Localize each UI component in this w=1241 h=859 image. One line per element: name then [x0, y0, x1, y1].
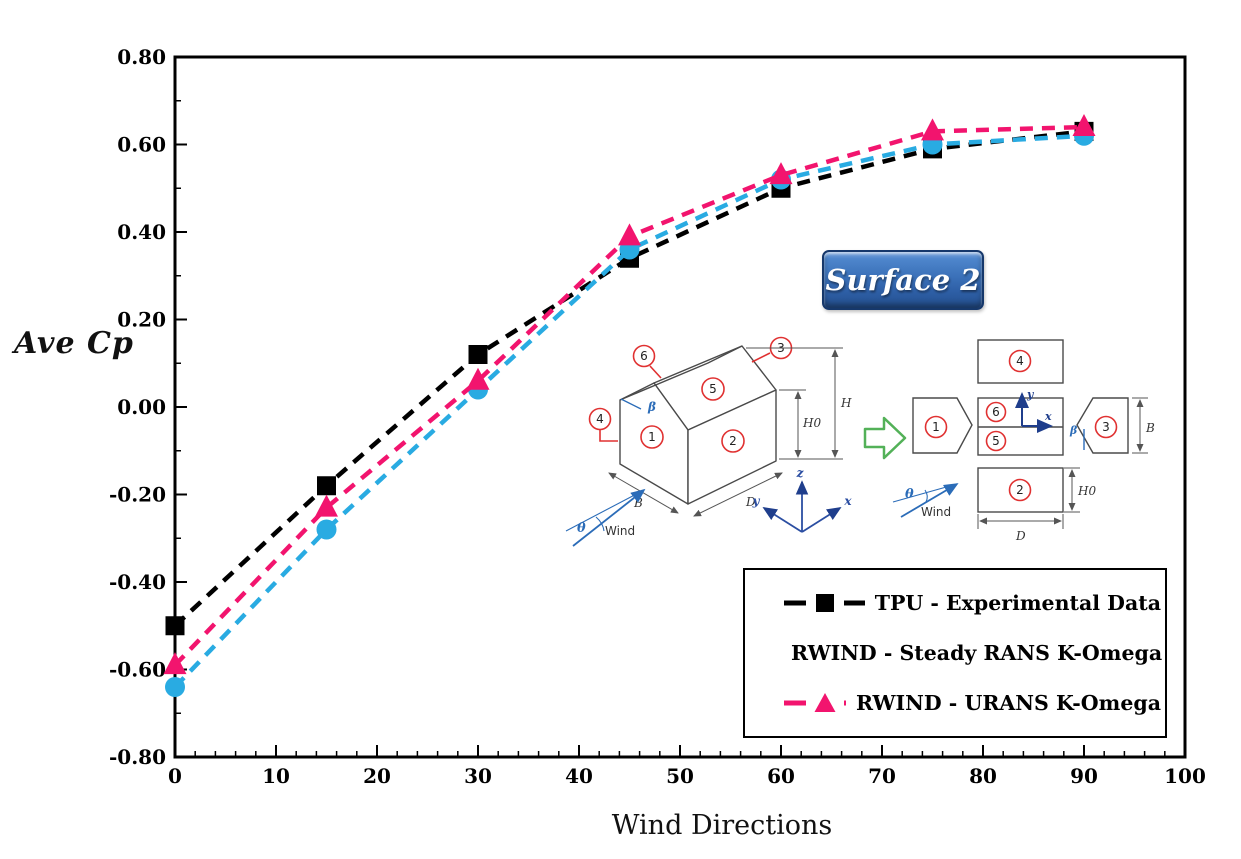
- y-tick-label: -0.40: [109, 570, 166, 594]
- data-point-square: [317, 476, 336, 496]
- y-axis-label-unfolded: y: [1026, 388, 1035, 401]
- x-tick-label: 30: [464, 764, 492, 788]
- legend-item-urans: RWIND - URANS K-Omega: [781, 690, 1161, 716]
- legend-item-tpu: TPU - Experimental Data: [781, 590, 1161, 616]
- data-point-triangle: [921, 118, 944, 141]
- x-tick-label: 10: [262, 764, 290, 788]
- xy-axes-unfolded: [1015, 392, 1053, 433]
- surface-6-label-unfolded: 6: [992, 405, 1000, 419]
- x-tick-label: 100: [1164, 764, 1206, 788]
- data-point-triangle: [315, 494, 338, 517]
- wind-arrow: θ Wind: [565, 488, 646, 547]
- y-tick-label: -0.20: [109, 483, 166, 507]
- house-back-eave: [619, 345, 743, 401]
- unfolded-diagram: 4 6 5 1 3 2 y x β: [892, 339, 1155, 543]
- surface-3-label-unfolded: 3: [1102, 420, 1110, 434]
- h0-dim-label-unfolded: H0: [1077, 484, 1096, 498]
- data-point-square: [468, 345, 488, 364]
- legend-box: TPU - Experimental Data RWIND - Steady R…: [743, 568, 1167, 738]
- data-point-triangle: [769, 162, 793, 185]
- y-axis-title: Ave Cp: [14, 326, 134, 361]
- b-dim-label-unfolded: B: [1145, 421, 1155, 435]
- theta-label: θ: [577, 521, 586, 536]
- y-axis-label-3d: y: [752, 494, 761, 508]
- beta-label: β: [647, 400, 656, 414]
- y-tick-label: 0.00: [117, 395, 166, 419]
- legend-label-urans: RWIND - URANS K-Omega: [855, 691, 1161, 715]
- y-tick-label: 0.60: [117, 133, 166, 157]
- x-tick-label: 60: [767, 764, 795, 788]
- dimension-lines-unfolded: [977, 397, 1148, 529]
- surface-6-label: 6: [640, 349, 648, 363]
- x-axis-label-unfolded: x: [1044, 410, 1052, 423]
- surface-5-label: 5: [709, 382, 717, 396]
- surface-number-circles: [588, 336, 793, 453]
- surface-2-badge-label: Surface 2: [825, 263, 981, 297]
- wind-label: Wind: [605, 524, 635, 538]
- d-dim-label: D: [745, 495, 756, 509]
- y-tick-label: 0.20: [117, 308, 166, 332]
- data-point-triangle: [1072, 114, 1096, 136]
- x-tick-label: 40: [565, 764, 593, 788]
- surface-1-label-unfolded: 1: [932, 420, 940, 434]
- surface-2-badge: Surface 2: [822, 250, 984, 310]
- surface-5-label-unfolded: 5: [992, 434, 1000, 448]
- theta-label-unfolded: θ: [905, 487, 914, 502]
- data-point-square: [165, 616, 185, 636]
- x-axis-title: Wind Directions: [611, 810, 833, 841]
- x-tick-label: 80: [969, 764, 997, 788]
- axis-tick-labels: 0 10 20 30 40 50 60 70 80 90 100 0.80 0.60 0.40 0.20 0.…: [109, 45, 1206, 788]
- z-axis-label: z: [796, 466, 805, 480]
- h-dim-label: H: [840, 396, 852, 410]
- y-tick-label: 0.40: [117, 220, 166, 244]
- surface-2-label-unfolded: 2: [1016, 483, 1024, 497]
- data-point-triangle: [618, 223, 641, 246]
- data-point-triangle: [163, 652, 187, 675]
- legend-sample-square-icon: [784, 594, 865, 612]
- series-triangle: [163, 114, 1096, 675]
- beta-label-unfolded: β: [1069, 424, 1078, 437]
- y-tick-label: -0.60: [109, 658, 166, 682]
- y-tick-label: -0.80: [109, 745, 166, 769]
- surface-2-label: 2: [729, 434, 737, 448]
- surface-4-label: 4: [596, 412, 604, 426]
- x-tick-label: 0: [168, 764, 182, 788]
- surface-4-label-unfolded: 4: [1016, 354, 1024, 368]
- y-tick-label: 0.80: [117, 45, 166, 69]
- data-point-circle: [165, 677, 185, 697]
- x-tick-label: 50: [666, 764, 694, 788]
- surface-1-label: 1: [648, 430, 656, 444]
- x-tick-label: 90: [1070, 764, 1098, 788]
- x-axis-label-3d: x: [843, 494, 852, 508]
- legend-label-steady-rans: RWIND - Steady RANS K-Omega: [791, 641, 1163, 665]
- h0-dim-label: H0: [802, 416, 821, 430]
- x-tick-label: 20: [363, 764, 391, 788]
- data-point-circle: [316, 519, 337, 540]
- b-dim-label: B: [633, 496, 643, 510]
- surface-number-circles-unfolded: [924, 349, 1118, 502]
- beta-angle-line: [620, 398, 642, 410]
- axis-ticks: [174, 56, 1186, 758]
- house-3d-diagram: 6 3 4 1 5 2 β H0 H B D: [565, 336, 852, 547]
- xyz-axes: [762, 480, 842, 533]
- legend-label-tpu: TPU - Experimental Data: [874, 591, 1161, 615]
- x-tick-label: 70: [868, 764, 896, 788]
- data-point-triangle: [466, 367, 490, 390]
- wind-arrow-unfolded: θ Wind: [892, 483, 959, 519]
- transform-arrow-icon: [863, 416, 907, 460]
- legend-item-steady-rans: RWIND - Steady RANS K-Omega: [781, 640, 1163, 666]
- wind-label-unfolded: Wind: [921, 505, 951, 519]
- legend-sample-triangle-icon: [784, 693, 846, 712]
- d-dim-label-unfolded: D: [1015, 529, 1026, 543]
